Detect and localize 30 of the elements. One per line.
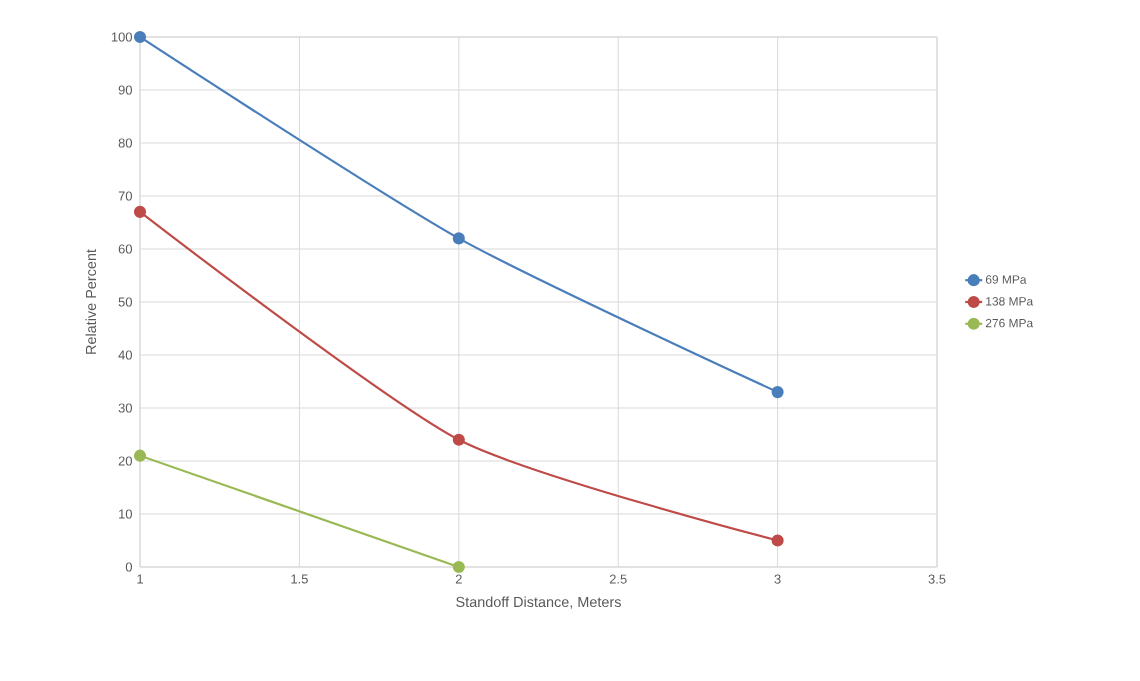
point	[452, 433, 465, 446]
y-tick-label: 90	[118, 85, 132, 95]
point	[133, 30, 147, 44]
legend-label: 138 MPa	[986, 297, 1034, 306]
x-tick-label: 3	[774, 574, 781, 584]
y-tick-label: 100	[111, 32, 132, 42]
y-axis-title: Relative Percent	[85, 249, 97, 354]
point	[771, 534, 784, 547]
y-tick-label: 60	[118, 244, 132, 254]
point	[771, 386, 784, 399]
x-tick-label: 2	[455, 574, 462, 584]
y-tick-label: 20	[118, 456, 132, 466]
y-tick-label: 50	[118, 297, 132, 307]
y-tick-label: 40	[118, 350, 132, 360]
y-tick-label: 0	[125, 562, 132, 572]
x-tick-label: 3.5	[928, 574, 946, 584]
x-tick-label: 1.5	[291, 574, 308, 584]
y-tick-label: 70	[118, 191, 132, 201]
point	[452, 560, 465, 574]
legend-label: 69 MPa	[985, 275, 1027, 284]
x-axis-title: Standoff Distance, Meters	[456, 596, 621, 609]
point	[452, 232, 465, 245]
legend-label: 276 MPa	[985, 318, 1034, 328]
point	[133, 205, 147, 218]
point	[133, 449, 147, 462]
y-tick-label: 30	[118, 403, 132, 413]
y-tick-label: 80	[118, 138, 132, 148]
x-tick-label: 1	[137, 574, 143, 584]
y-tick-label: 10	[119, 509, 132, 519]
x-tick-label: 2.5	[609, 574, 627, 584]
